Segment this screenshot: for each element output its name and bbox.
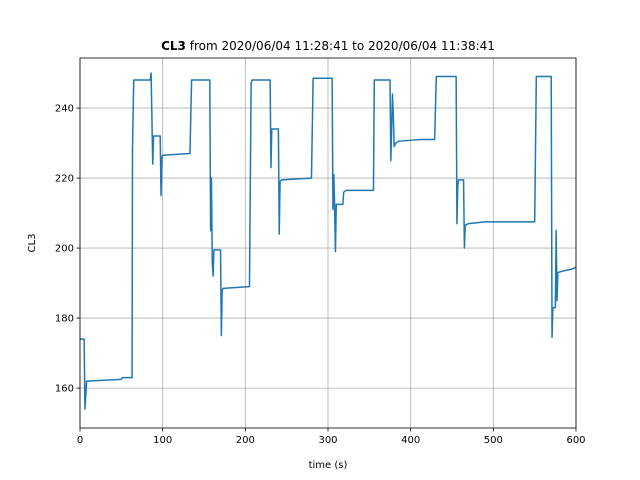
y-tick-label: 160 xyxy=(55,384,74,395)
title-text: from 2020/06/04 11:28:41 to 2020/06/04 1… xyxy=(190,39,495,53)
x-tick-label: 400 xyxy=(401,435,420,446)
y-tick-label: 220 xyxy=(55,174,74,185)
x-tick-label: 100 xyxy=(153,435,172,446)
y-tick-label: 200 xyxy=(55,244,74,255)
x-tick-label: 300 xyxy=(318,435,337,446)
y-tick-label: 180 xyxy=(55,314,74,325)
plot-frame xyxy=(79,57,577,429)
chart-title: CL3 from 2020/06/04 11:28:41 to 2020/06/… xyxy=(161,39,495,53)
data-line xyxy=(80,72,577,410)
x-axis-label: time (s) xyxy=(309,460,348,471)
x-tick-label: 0 xyxy=(77,435,83,446)
y-axis-label: CL3 xyxy=(27,234,38,253)
x-tick-label: 600 xyxy=(566,435,585,446)
y-tick-label: 240 xyxy=(55,104,74,115)
title-bold: CL3 xyxy=(161,39,186,53)
x-tick-label: 500 xyxy=(484,435,503,446)
x-tick-label: 200 xyxy=(236,435,255,446)
